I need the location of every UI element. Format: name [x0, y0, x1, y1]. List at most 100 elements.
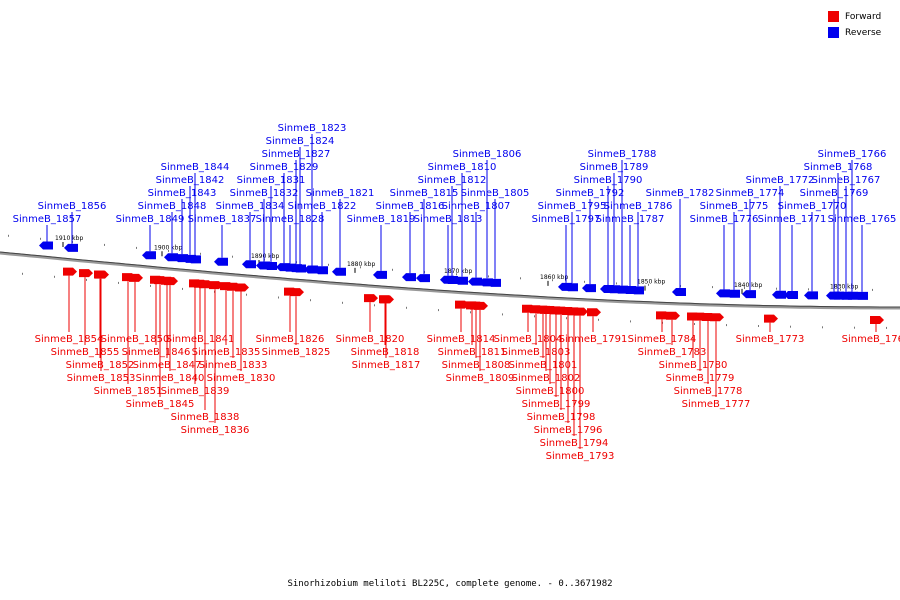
- forward-gene-arrow: [150, 275, 164, 284]
- forward-gene-arrow: [687, 312, 701, 321]
- tick-label: 1900 kbp: [154, 244, 182, 251]
- scale-dot: [328, 263, 329, 266]
- scale-dot: [182, 287, 183, 290]
- reverse-swatch: [828, 27, 839, 38]
- scale-dot: [8, 234, 9, 237]
- reverse-gene-label: SinmeB_1842: [156, 175, 225, 186]
- scale-dot: [200, 252, 201, 255]
- scale-dot: [630, 320, 631, 323]
- tick-marks: 1910 kbp 1900 kbp 1890 kbp 1880 kbp 1870 kbp…: [55, 235, 858, 296]
- reverse-gene-label: SinmeB_1772: [746, 175, 815, 186]
- reverse-gene-label: SinmeB_1823: [278, 123, 347, 134]
- scale-dot: [150, 284, 151, 287]
- forward-gene-label: SinmeB_1777: [682, 399, 751, 410]
- reverse-gene-arrow: [772, 290, 786, 299]
- reverse-gene-arrow: [444, 276, 458, 285]
- scale-dot: [616, 282, 617, 285]
- scale-dot: [374, 304, 375, 307]
- reverse-gene-label: SinmeB_1844: [161, 162, 230, 173]
- scale-dot: [456, 273, 457, 276]
- reverse-gene-arrow: [263, 262, 277, 271]
- forward-gene-arrow: [79, 269, 93, 278]
- forward-gene-label: SinmeB_1833: [199, 360, 268, 371]
- reverse-gene-arrow: [416, 274, 430, 283]
- forward-gene-arrow: [764, 314, 778, 323]
- scale-dot: [86, 278, 87, 281]
- tick-label: 1910 kbp: [55, 235, 83, 242]
- scale-dot: [520, 277, 521, 280]
- forward-gene-label: SinmeB_1778: [674, 386, 743, 397]
- reverse-gene-label: SinmeB_1821: [306, 188, 375, 199]
- tick-label: 1890 kbp: [251, 253, 279, 260]
- forward-gene-arrow: [870, 315, 884, 324]
- sequence-backbone-core: [0, 251, 900, 308]
- forward-gene-label: SinmeB_1802: [512, 373, 581, 384]
- forward-swatch: [828, 11, 839, 22]
- reverse-gene-label: SinmeB_1806: [453, 149, 522, 160]
- forward-gene-label: SinmeB_1799: [522, 399, 591, 410]
- forward-gene-label: SinmeB_1798: [527, 412, 596, 423]
- forward-gene-label: SinmeB_1817: [352, 360, 421, 371]
- forward-gene-label: SinmeB_1826: [256, 334, 325, 345]
- reverse-gene-label: SinmeB_1827: [262, 149, 331, 160]
- scale-dot: [648, 283, 649, 286]
- reverse-gene-arrow: [564, 283, 578, 292]
- scale-dot: [694, 323, 695, 325]
- genome-caption: Sinorhizobium meliloti BL225C, complete …: [287, 579, 613, 589]
- forward-gene-label: SinmeB_1841: [166, 334, 235, 345]
- reverse-gene-label: SinmeB_1765: [828, 214, 897, 225]
- scale-dot: [840, 288, 841, 291]
- forward-gene-label: SinmeB_1852: [66, 360, 135, 371]
- forward-gene-arrow: [522, 304, 536, 313]
- reverse-gene-label: SinmeB_1788: [588, 149, 657, 160]
- tick-label: 1850 kbp: [637, 279, 665, 286]
- reverse-gene-arrow: [332, 267, 346, 276]
- reverse-gene-label: SinmeB_1766: [818, 149, 887, 160]
- reverse-gene-arrow: [672, 287, 686, 296]
- forward-gene-arrow: [364, 294, 378, 303]
- forward-gene-label: SinmeB_1796: [534, 425, 603, 436]
- forward-gene-arrow: [284, 287, 298, 296]
- forward-gene-label: SinmeB_1764: [842, 334, 900, 345]
- reverse-strand: SinmeB_1857SinmeB_1856SinmeB_1849SinmeB_…: [13, 123, 897, 300]
- reverse-gene-label: SinmeB_1774: [716, 188, 785, 199]
- reverse-gene-arrow: [304, 265, 318, 274]
- forward-gene-arrow: [380, 295, 394, 304]
- forward-gene-label: SinmeB_1794: [540, 438, 609, 449]
- forward-gene-label: SinmeB_1854: [35, 334, 104, 345]
- forward-gene-arrow: [455, 300, 469, 309]
- forward-gene-arrow: [220, 282, 234, 291]
- tick-label: 1880 kbp: [347, 261, 375, 268]
- reverse-gene-label: SinmeB_1822: [288, 201, 357, 212]
- reverse-gene-label: SinmeB_1831: [237, 175, 306, 186]
- reverse-gene-arrow: [288, 264, 302, 273]
- scale-dot: [232, 255, 233, 258]
- reverse-gene-label: SinmeB_1789: [580, 162, 649, 173]
- forward-gene-label: SinmeB_1830: [207, 373, 276, 384]
- tick-label: 1830 kbp: [830, 284, 858, 291]
- forward-gene-label: SinmeB_1783: [638, 347, 707, 358]
- reverse-gene-label: SinmeB_1815: [390, 188, 459, 199]
- scale-dot: [392, 268, 393, 271]
- reverse-gene-label: SinmeB_1812: [418, 175, 487, 186]
- reverse-gene-arrow: [39, 241, 53, 250]
- scale-dot: [438, 309, 439, 312]
- reverse-gene-arrow: [854, 291, 868, 300]
- reverse-gene-label: SinmeB_1837: [188, 214, 257, 225]
- reverse-gene-arrow: [142, 251, 156, 260]
- reverse-gene-arrow: [182, 254, 196, 263]
- forward-gene-label: SinmeB_1793: [546, 451, 615, 462]
- reverse-gene-label: SinmeB_1782: [646, 188, 715, 199]
- scale-dot: [854, 326, 855, 329]
- reverse-gene-label: SinmeB_1770: [778, 201, 847, 212]
- scale-dot: [40, 237, 41, 240]
- reverse-gene-label: SinmeB_1769: [800, 188, 869, 199]
- reverse-gene-label: SinmeB_1797: [532, 214, 601, 225]
- forward-gene-label: SinmeB_1779: [666, 373, 735, 384]
- reverse-gene-arrow: [164, 253, 178, 262]
- legend-label-reverse: Reverse: [845, 27, 882, 38]
- scale-dot: [566, 317, 567, 320]
- forward-gene-label: SinmeB_1820: [336, 334, 405, 345]
- reverse-gene-label: SinmeB_1816: [376, 201, 445, 212]
- scale-dot: [584, 280, 585, 283]
